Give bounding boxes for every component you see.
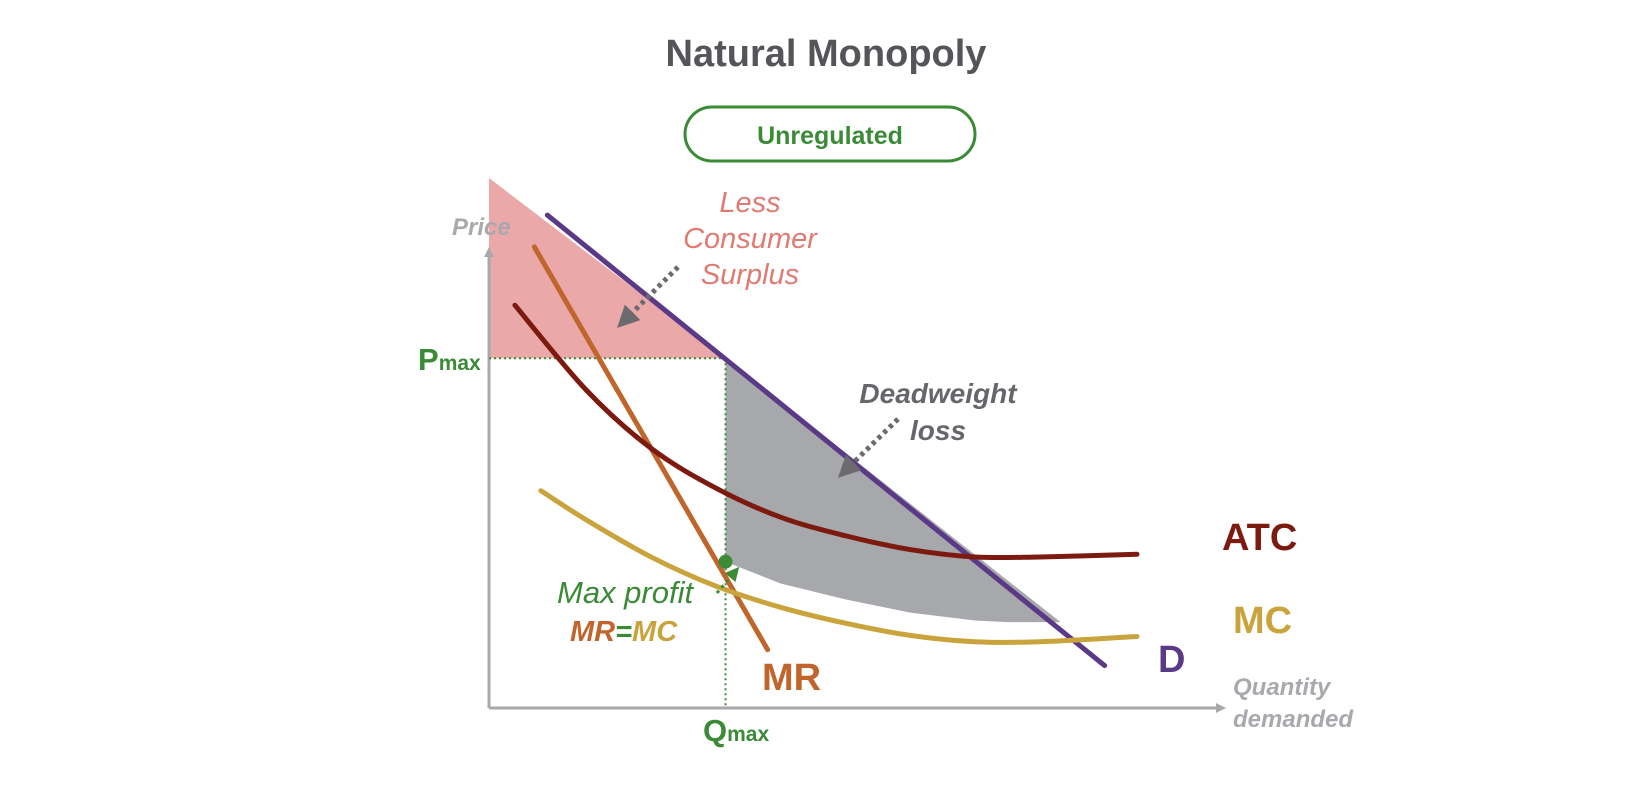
axes [484, 247, 1226, 713]
y-tick-pmax: Pmax [418, 342, 481, 377]
x-axis-label-line1: Quantity [1233, 674, 1332, 701]
curve-mc [538, 488, 1140, 645]
consumer-surplus-note-2: Consumer [683, 223, 818, 255]
deadweight-arrow [838, 417, 900, 478]
max-profit-note: Max profit [557, 575, 694, 610]
series-label-atc: ATC [1222, 517, 1297, 559]
mr-equals-mc: MR=MC [570, 616, 678, 648]
series-label-d: D [1158, 639, 1185, 681]
consumer-surplus-note-1: Less [719, 187, 780, 219]
curves [512, 212, 1140, 669]
deadweight-note-2: loss [910, 415, 966, 446]
status-badge-label: Unregulated [757, 122, 903, 150]
y-tick-main: P [418, 342, 439, 377]
mr-eq-right: MC [632, 616, 678, 648]
deadweight-note-1: Deadweight [859, 378, 1018, 409]
x-tick-sub: max [727, 723, 769, 746]
x-axis-label-line2: demanded [1233, 706, 1354, 733]
chart-title: Natural Monopoly [666, 33, 987, 75]
max-profit-point [718, 554, 733, 569]
curve-atc [512, 302, 1140, 561]
y-axis-label: Price [452, 214, 511, 241]
consumer-surplus-note-3: Surplus [701, 259, 799, 291]
series-label-mr: MR [762, 657, 821, 699]
max-profit-arrow [715, 566, 740, 594]
guide-lines [489, 357, 727, 708]
y-tick-sub: max [439, 352, 481, 375]
curve-d [544, 212, 1108, 669]
mr-eq-sign: = [615, 616, 632, 648]
x-tick-main: Q [703, 713, 727, 748]
series-label-mc: MC [1233, 600, 1292, 642]
status-badge [683, 105, 977, 163]
x-tick-qmax: Qmax [703, 713, 769, 748]
mr-eq-left: MR [570, 616, 615, 648]
